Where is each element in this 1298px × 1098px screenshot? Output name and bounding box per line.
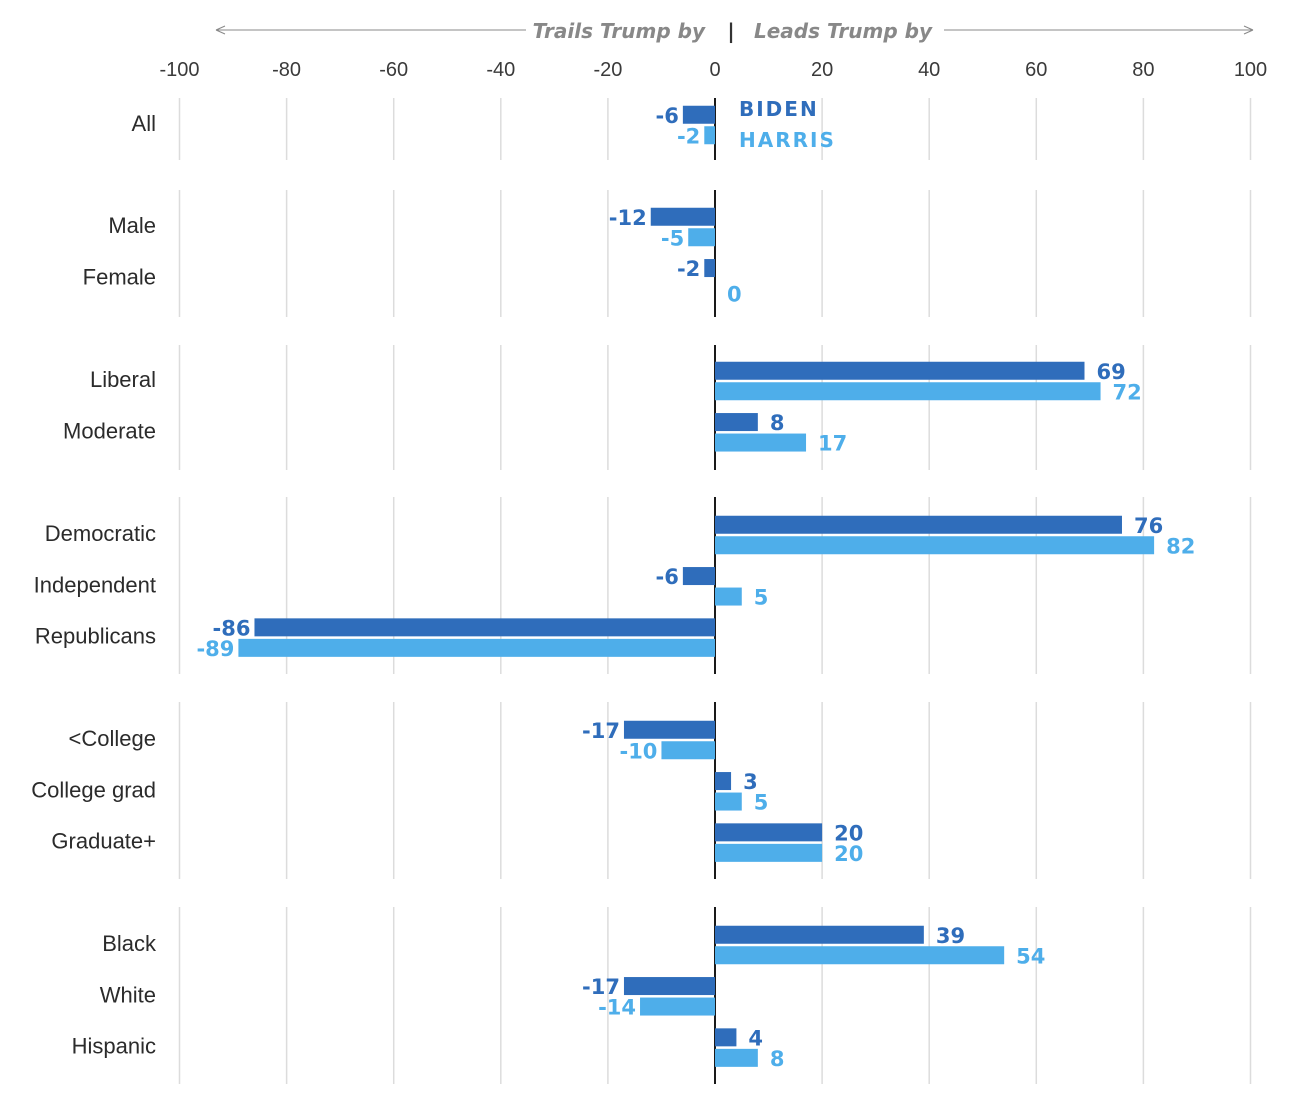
value-label-harris-moderate: 17 [818,432,847,456]
x-tick-label: -40 [486,59,515,81]
leads-arrow-head-icon [1243,25,1254,35]
value-label-harris-hispanic: 8 [770,1047,785,1071]
bar-biden-liberal [715,361,1085,380]
bar-layer [238,105,1155,1067]
bar-harris-democratic [715,536,1155,555]
category-label-white: White [100,982,156,1007]
bar-biden-graduate-plus [715,823,823,842]
bar-biden-female [704,259,715,278]
bar-harris-moderate [715,433,807,452]
x-tick-label: 100 [1234,59,1267,81]
value-label-biden-black: 39 [936,924,965,948]
bar-biden-republicans [254,618,715,637]
bar-biden-college-grad [715,772,732,791]
value-label-harris-independent: 5 [754,586,769,610]
value-label-harris-lt-college: -10 [619,739,657,763]
bar-harris-black [715,946,1005,965]
value-label-harris-graduate-plus: 20 [834,842,863,866]
value-label-harris-female: 0 [727,283,742,307]
category-label-female: Female [83,264,156,289]
bar-harris-republicans [238,638,715,657]
bar-harris-male [688,228,715,247]
trails-label: Trails Trump by [533,19,706,43]
bar-harris-white [640,997,715,1016]
bar-harris-graduate-plus [715,843,823,862]
value-label-harris-liberal: 72 [1113,380,1142,404]
bar-biden-democratic [715,515,1122,534]
axis-layer: Trails Trump by | Leads Trump by-100 -80 -60… [159,19,1267,1084]
leads-label: Leads Trump by [754,19,933,43]
bar-biden-lt-college [623,720,715,739]
grid-layer [178,98,1252,1084]
legend-biden: BIDEN [739,97,819,121]
value-label-biden-republicans: -86 [213,616,251,640]
bar-biden-white [623,977,715,996]
x-tick-label: -100 [159,59,199,81]
trails-arrow-head-icon [215,25,226,35]
value-label-biden-white: -17 [582,975,620,999]
x-tick-label: -60 [379,59,408,81]
category-label-republicans: Republicans [35,624,156,649]
category-label-moderate: Moderate [63,418,156,443]
value-label-harris-male: -5 [661,226,684,250]
x-tick-label: 80 [1132,59,1154,81]
value-label-biden-all: -6 [656,104,679,128]
x-tick-label: 0 [709,59,720,81]
x-tick-label: -20 [593,59,622,81]
value-label-biden-liberal: 69 [1096,360,1125,384]
value-label-harris-republicans: -89 [196,637,234,661]
category-label-independent: Independent [34,572,156,597]
value-label-harris-all: -2 [677,124,700,148]
direction-divider: | [727,19,734,43]
value-label-harris-democratic: 82 [1166,534,1195,558]
category-label-liberal: Liberal [90,367,156,392]
value-label-harris-college-grad: 5 [754,791,769,815]
value-label-harris-black: 54 [1016,944,1045,968]
bar-biden-independent [682,567,715,586]
bar-biden-all [682,105,715,124]
value-label-biden-hispanic: 4 [748,1026,763,1050]
bar-harris-hispanic [715,1048,758,1067]
value-label-biden-independent: -6 [656,565,679,589]
bar-harris-college-grad [715,792,742,811]
category-label-black: Black [102,931,157,956]
legend-harris: HARRIS [739,128,836,152]
bar-harris-independent [715,587,742,606]
category-label-graduate-plus: Graduate+ [51,829,156,854]
bar-biden-moderate [715,413,758,432]
category-label-hispanic: Hispanic [72,1034,156,1059]
category-label-college-grad: College grad [31,777,156,802]
x-tick-label: 40 [918,59,940,81]
value-label-biden-lt-college: -17 [582,719,620,743]
x-tick-label: -80 [272,59,301,81]
bar-harris-all [704,126,715,145]
value-label-biden-moderate: 8 [770,411,785,435]
value-label-biden-female: -2 [677,257,700,281]
category-label-all: All [132,111,156,136]
value-label-biden-graduate-plus: 20 [834,821,863,845]
category-label-lt-college: <College [69,726,156,751]
bar-biden-black [715,925,924,944]
category-label-male: Male [108,213,156,238]
value-label-biden-male: -12 [609,206,647,230]
bar-harris-lt-college [661,741,715,760]
category-label-democratic: Democratic [45,521,156,546]
value-label-biden-democratic: 76 [1134,514,1163,538]
bar-biden-hispanic [715,1028,737,1047]
bar-biden-male [650,207,715,226]
value-label-biden-college-grad: 3 [743,770,758,794]
x-tick-label: 60 [1025,59,1047,81]
value-label-harris-white: -14 [598,996,636,1020]
x-tick-label: 20 [811,59,833,81]
bar-harris-liberal [715,382,1101,401]
